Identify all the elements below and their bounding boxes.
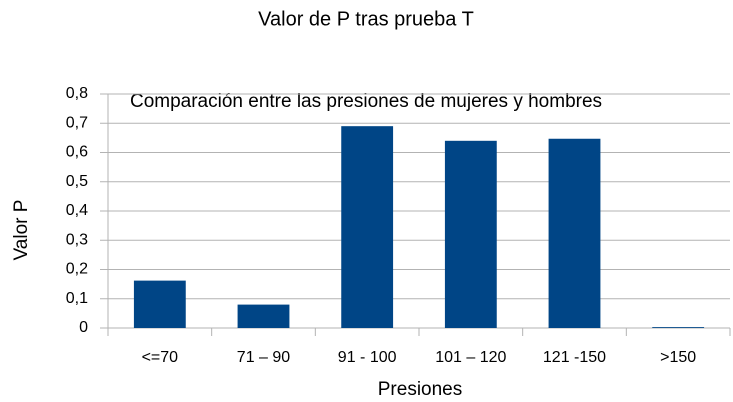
bar — [341, 126, 394, 328]
bar — [548, 138, 601, 328]
chart-title: Valor de P tras prueba T — [258, 8, 474, 30]
y-tick-label: 0,2 — [66, 261, 88, 278]
bar — [652, 327, 705, 328]
bar — [237, 304, 290, 328]
x-tick-label: 101 – 120 — [435, 349, 506, 366]
x-tick-label: 121 -150 — [543, 349, 606, 366]
x-axis-label: Presiones — [378, 379, 463, 400]
x-tick-label: 91 - 100 — [338, 349, 397, 366]
y-tick-label: 0 — [79, 319, 88, 336]
x-tick-label: >150 — [660, 349, 696, 366]
x-tick-label: <=70 — [142, 349, 179, 366]
y-tick-label: 0,6 — [66, 144, 88, 161]
y-tick-label: 0,4 — [66, 202, 88, 219]
y-tick-label: 0,5 — [66, 173, 88, 190]
y-tick-label: 0,3 — [66, 231, 88, 248]
bar — [444, 140, 497, 328]
y-axis-label: Valor P — [11, 200, 32, 261]
x-tick-label: 71 – 90 — [237, 349, 290, 366]
chart-subtitle: Comparación entre las presiones de mujer… — [130, 91, 602, 112]
y-tick-label: 0,7 — [66, 114, 88, 131]
y-tick-label: 0,8 — [66, 85, 88, 102]
bar — [133, 280, 186, 328]
y-tick-label: 0,1 — [66, 290, 88, 307]
